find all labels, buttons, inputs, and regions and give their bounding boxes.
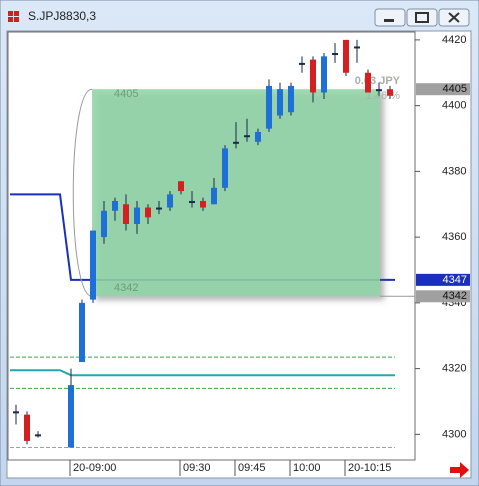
candle-body [145, 207, 151, 218]
window-icon [8, 11, 19, 22]
candle-body [222, 148, 228, 188]
candle-body [255, 131, 261, 142]
candle-body [354, 46, 360, 49]
window-title: S.JPJ8830,3 [28, 9, 96, 23]
candle-body [321, 56, 327, 93]
candle-body [101, 210, 107, 238]
minimize-button[interactable] [374, 8, 406, 27]
price-tag-label: 4342 [443, 290, 467, 302]
candle-body [112, 200, 118, 211]
candle-body [299, 62, 305, 65]
candle-body [79, 302, 85, 363]
candle-body [178, 181, 184, 192]
candle-body [211, 187, 217, 205]
overlay-line [10, 369, 395, 377]
scroll-arrow[interactable] [450, 462, 469, 478]
candle-body [233, 141, 239, 144]
x-tick-label: 09:45 [238, 462, 266, 474]
price-tag [416, 83, 470, 96]
candle-body [90, 230, 96, 300]
candle-body [365, 72, 371, 93]
y-tick-label: 4380 [442, 165, 466, 177]
x-tick-label: 10:00 [293, 462, 321, 474]
maximize-button[interactable] [406, 8, 438, 27]
x-tick-label: 09:30 [183, 462, 211, 474]
measure-from-label: 4342 [114, 282, 138, 294]
y-tick-label: 4300 [442, 428, 466, 440]
measure-to-label: 4405 [114, 88, 138, 100]
candle-body [189, 200, 195, 203]
price-tag [416, 290, 470, 303]
candle-body [24, 414, 30, 441]
candle-body [167, 194, 173, 208]
y-tick-label: 4320 [442, 363, 466, 375]
candle-body [277, 89, 283, 116]
candle-body [387, 89, 393, 96]
price-tag-label: 4347 [443, 274, 467, 286]
candle-body [376, 89, 382, 92]
price-tag-label: 4405 [443, 83, 467, 95]
measure-arc [72, 88, 93, 297]
candle-body [200, 200, 206, 208]
candle-body [266, 85, 272, 129]
candle-body [68, 385, 74, 448]
price-tag [416, 273, 470, 286]
candle-body [35, 434, 41, 437]
candle-body [310, 59, 316, 93]
measure-box [92, 89, 380, 297]
candle-body [343, 39, 349, 73]
x-tick-label: 20-09:00 [73, 462, 116, 474]
candle-body [288, 85, 294, 113]
candle-body [332, 53, 338, 56]
candle-body [244, 135, 250, 138]
x-tick-label: 20-10:15 [348, 462, 391, 474]
candle-body [13, 411, 19, 414]
measure-change-label: 0.63 JPY [355, 75, 401, 87]
candle-body [123, 204, 129, 224]
y-tick-label: 4360 [442, 231, 466, 243]
y-tick-label: 4400 [442, 100, 466, 112]
close-button[interactable] [438, 8, 470, 27]
y-tick-label: 4420 [442, 34, 466, 46]
candle-body [134, 207, 140, 224]
candle-body [156, 207, 162, 210]
